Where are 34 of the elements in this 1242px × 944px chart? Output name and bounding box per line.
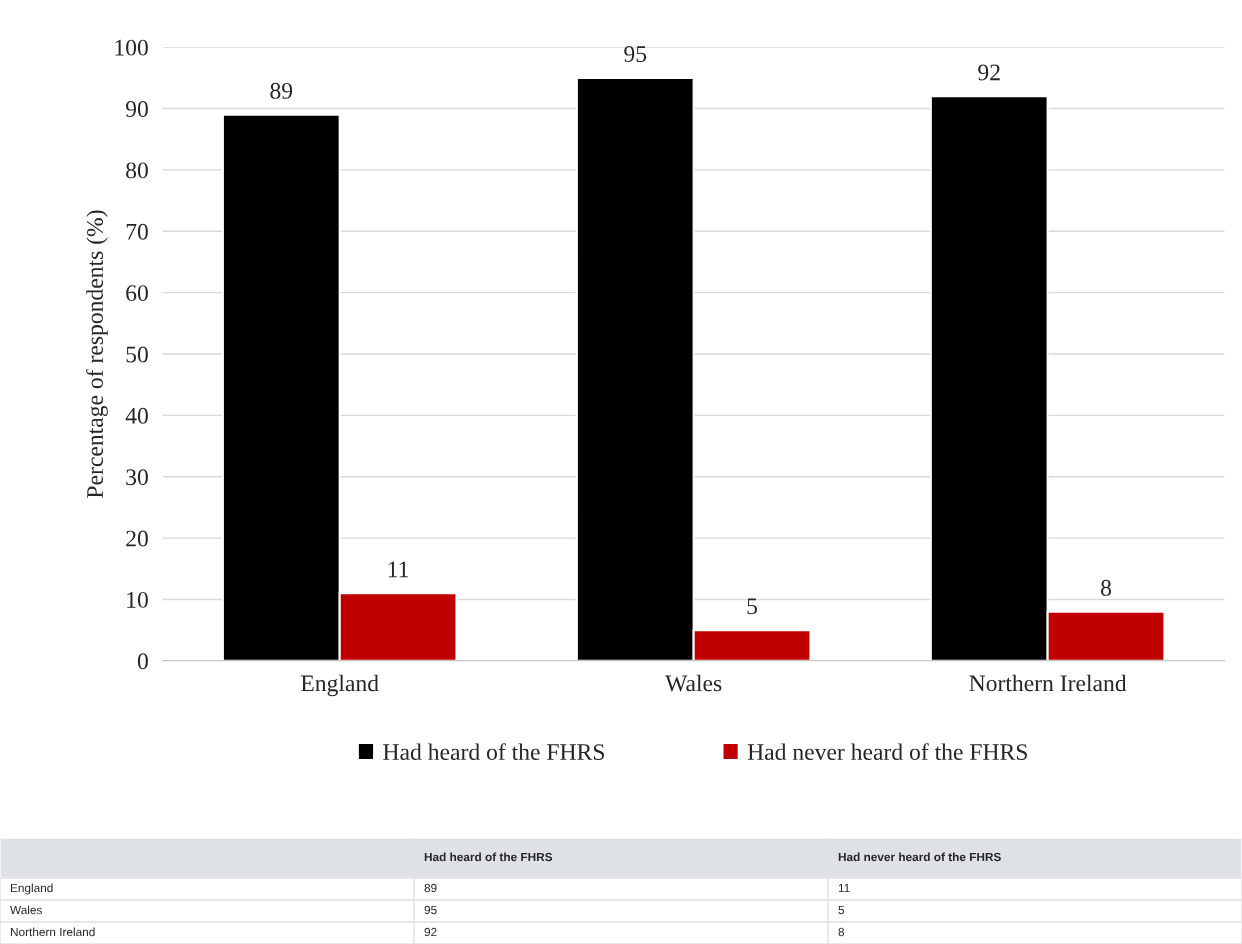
data-label: 5 bbox=[747, 598, 758, 615]
y-tick-label: 20 bbox=[126, 530, 148, 547]
y-tick-label: 80 bbox=[126, 162, 148, 179]
text: 89 bbox=[424, 883, 437, 893]
data-label: 11 bbox=[388, 561, 409, 578]
category-label: Had heard of the FHRS bbox=[424, 852, 553, 862]
category-label: England bbox=[10, 883, 53, 895]
x-tick-label: England bbox=[301, 674, 379, 697]
y-tick-label: 40 bbox=[125, 407, 148, 424]
legend-label: Had never heard of the FHRS bbox=[747, 743, 1027, 761]
text: 92 bbox=[424, 927, 437, 937]
category-label: Northern Ireland bbox=[10, 927, 95, 937]
y-tick-label: 90 bbox=[125, 101, 148, 117]
data-label: 95 bbox=[624, 46, 647, 62]
text: 8 bbox=[838, 927, 845, 937]
category-label: Had never heard of the FHRS bbox=[838, 852, 1001, 862]
x-tick-label: Wales bbox=[665, 674, 722, 692]
y-tick-label: 0 bbox=[137, 653, 148, 670]
y-tick-label: 50 bbox=[126, 346, 148, 363]
text: 5 bbox=[838, 905, 845, 915]
text: 95 bbox=[424, 905, 437, 915]
text: 11 bbox=[838, 883, 850, 893]
data-label: 8 bbox=[1101, 579, 1112, 596]
data-label: 89 bbox=[270, 82, 293, 99]
x-tick-label: Northern Ireland bbox=[969, 674, 1127, 692]
y-tick-label: 10 bbox=[127, 591, 148, 608]
y-tick-label: 30 bbox=[126, 469, 148, 486]
y-tick-label: 100 bbox=[115, 39, 148, 56]
data-label: 92 bbox=[978, 64, 1000, 81]
legend-label: Had heard of the FHRS bbox=[383, 743, 604, 761]
y-axis-title: Percentage of respondents (%) bbox=[86, 210, 108, 498]
y-tick-label: 60 bbox=[126, 285, 148, 302]
category-label: Wales bbox=[10, 905, 42, 915]
y-tick-label: 70 bbox=[126, 223, 148, 240]
